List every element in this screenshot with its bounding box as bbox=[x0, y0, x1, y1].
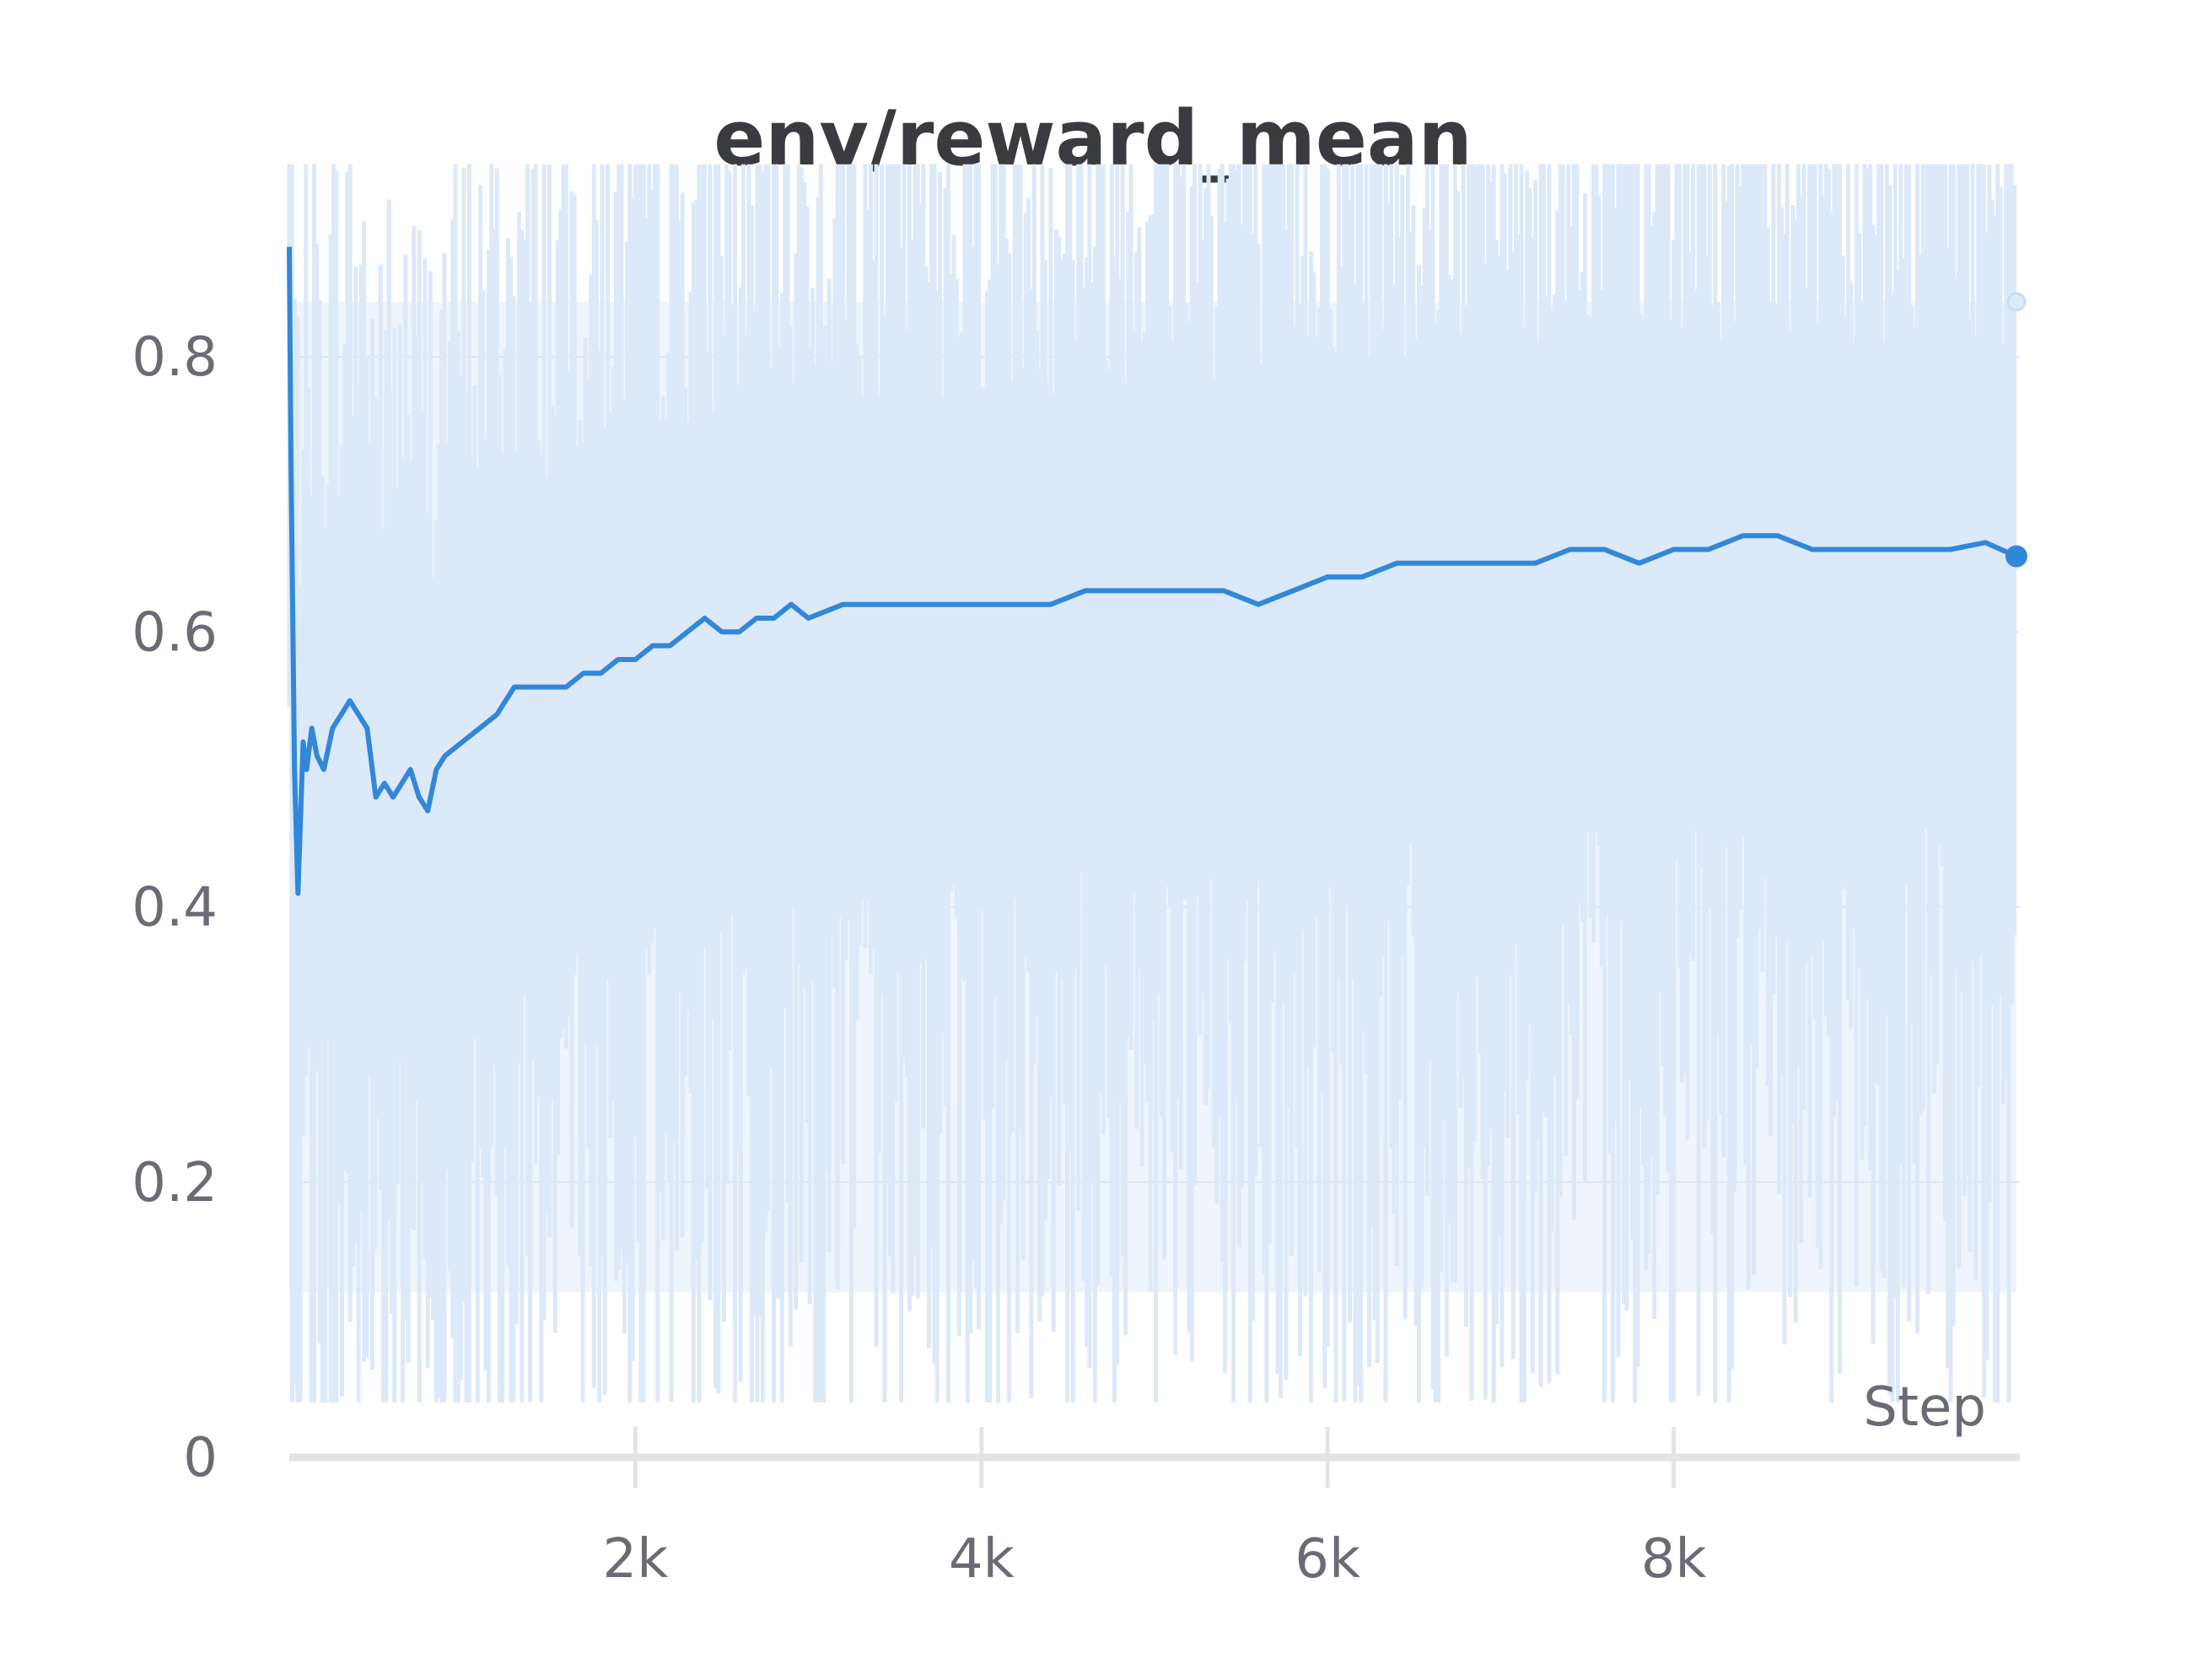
raw-series-band bbox=[287, 164, 2027, 1403]
x-axis-ticks: 2k 4k 6k 8k bbox=[603, 1427, 1707, 1591]
y-axis-ticks: 0 0.2 0.4 0.6 0.8 bbox=[132, 326, 218, 1489]
x-axis-label: Step bbox=[1863, 1376, 1986, 1439]
y-tick-label: 0.6 bbox=[132, 601, 218, 664]
smoothed-series-line bbox=[287, 246, 2018, 897]
raw-series-spikes bbox=[287, 164, 2016, 1403]
y-tick-label: 0.4 bbox=[132, 877, 218, 940]
raw-series-endpoint bbox=[2006, 292, 2027, 312]
y-tick-label: 0.2 bbox=[132, 1152, 218, 1214]
y-tick-label: 0.8 bbox=[132, 326, 218, 389]
y-tick-label: 0 bbox=[183, 1427, 218, 1489]
x-tick-label: 2k bbox=[603, 1528, 669, 1591]
x-tick-label: 4k bbox=[949, 1528, 1015, 1591]
x-tick-label: 6k bbox=[1295, 1528, 1360, 1591]
x-tick-label: 8k bbox=[1641, 1528, 1707, 1591]
smoothed-series bbox=[287, 246, 2027, 897]
smoothed-series-endpoint bbox=[2005, 545, 2027, 568]
